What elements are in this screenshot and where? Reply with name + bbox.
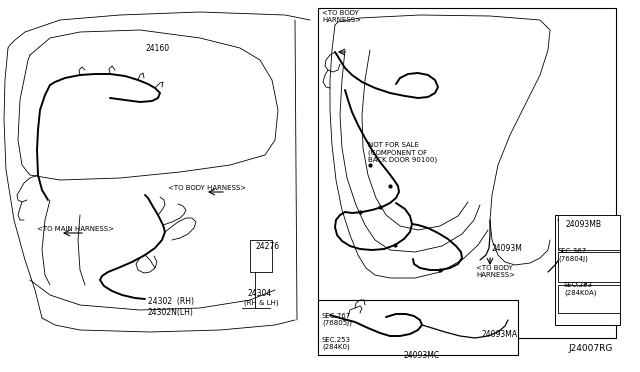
Text: SEC.767
(76804J): SEC.767 (76804J) (558, 248, 588, 262)
Text: 24302  (RH): 24302 (RH) (148, 297, 194, 306)
Bar (318, 8, 616, 338)
Text: 24093MA: 24093MA (482, 330, 518, 339)
Text: 24093M: 24093M (492, 244, 523, 253)
Text: 24302N(LH): 24302N(LH) (148, 308, 194, 317)
Text: SEC.253
(284K0): SEC.253 (284K0) (322, 337, 351, 350)
Bar (558, 285, 620, 313)
Text: 24276: 24276 (255, 242, 279, 251)
Bar (555, 215, 620, 325)
Text: 24093MB: 24093MB (565, 220, 601, 229)
Text: NOT FOR SALE
(COMPONENT OF
BACK DOOR 90100): NOT FOR SALE (COMPONENT OF BACK DOOR 901… (368, 142, 437, 163)
Bar (318, 300, 518, 355)
Text: (RH & LH): (RH & LH) (244, 300, 278, 307)
Text: <TO BODY
HARNESS>: <TO BODY HARNESS> (322, 10, 361, 23)
Bar (250, 240, 272, 272)
Text: 24160: 24160 (145, 44, 169, 53)
Text: SEC.767
(76805J): SEC.767 (76805J) (322, 313, 352, 327)
Text: <TO MAIN HARNESS>: <TO MAIN HARNESS> (37, 226, 114, 232)
Text: 24093MC: 24093MC (403, 351, 439, 360)
Text: 24304: 24304 (248, 289, 272, 298)
Text: <TO BODY HARNESS>: <TO BODY HARNESS> (168, 185, 246, 191)
Bar (558, 252, 620, 282)
Text: <TO BODY
HARNESS>: <TO BODY HARNESS> (476, 265, 515, 278)
Bar (558, 215, 620, 250)
Text: J24007RG: J24007RG (568, 344, 612, 353)
Text: SEC.253
(284K0A): SEC.253 (284K0A) (564, 282, 596, 295)
